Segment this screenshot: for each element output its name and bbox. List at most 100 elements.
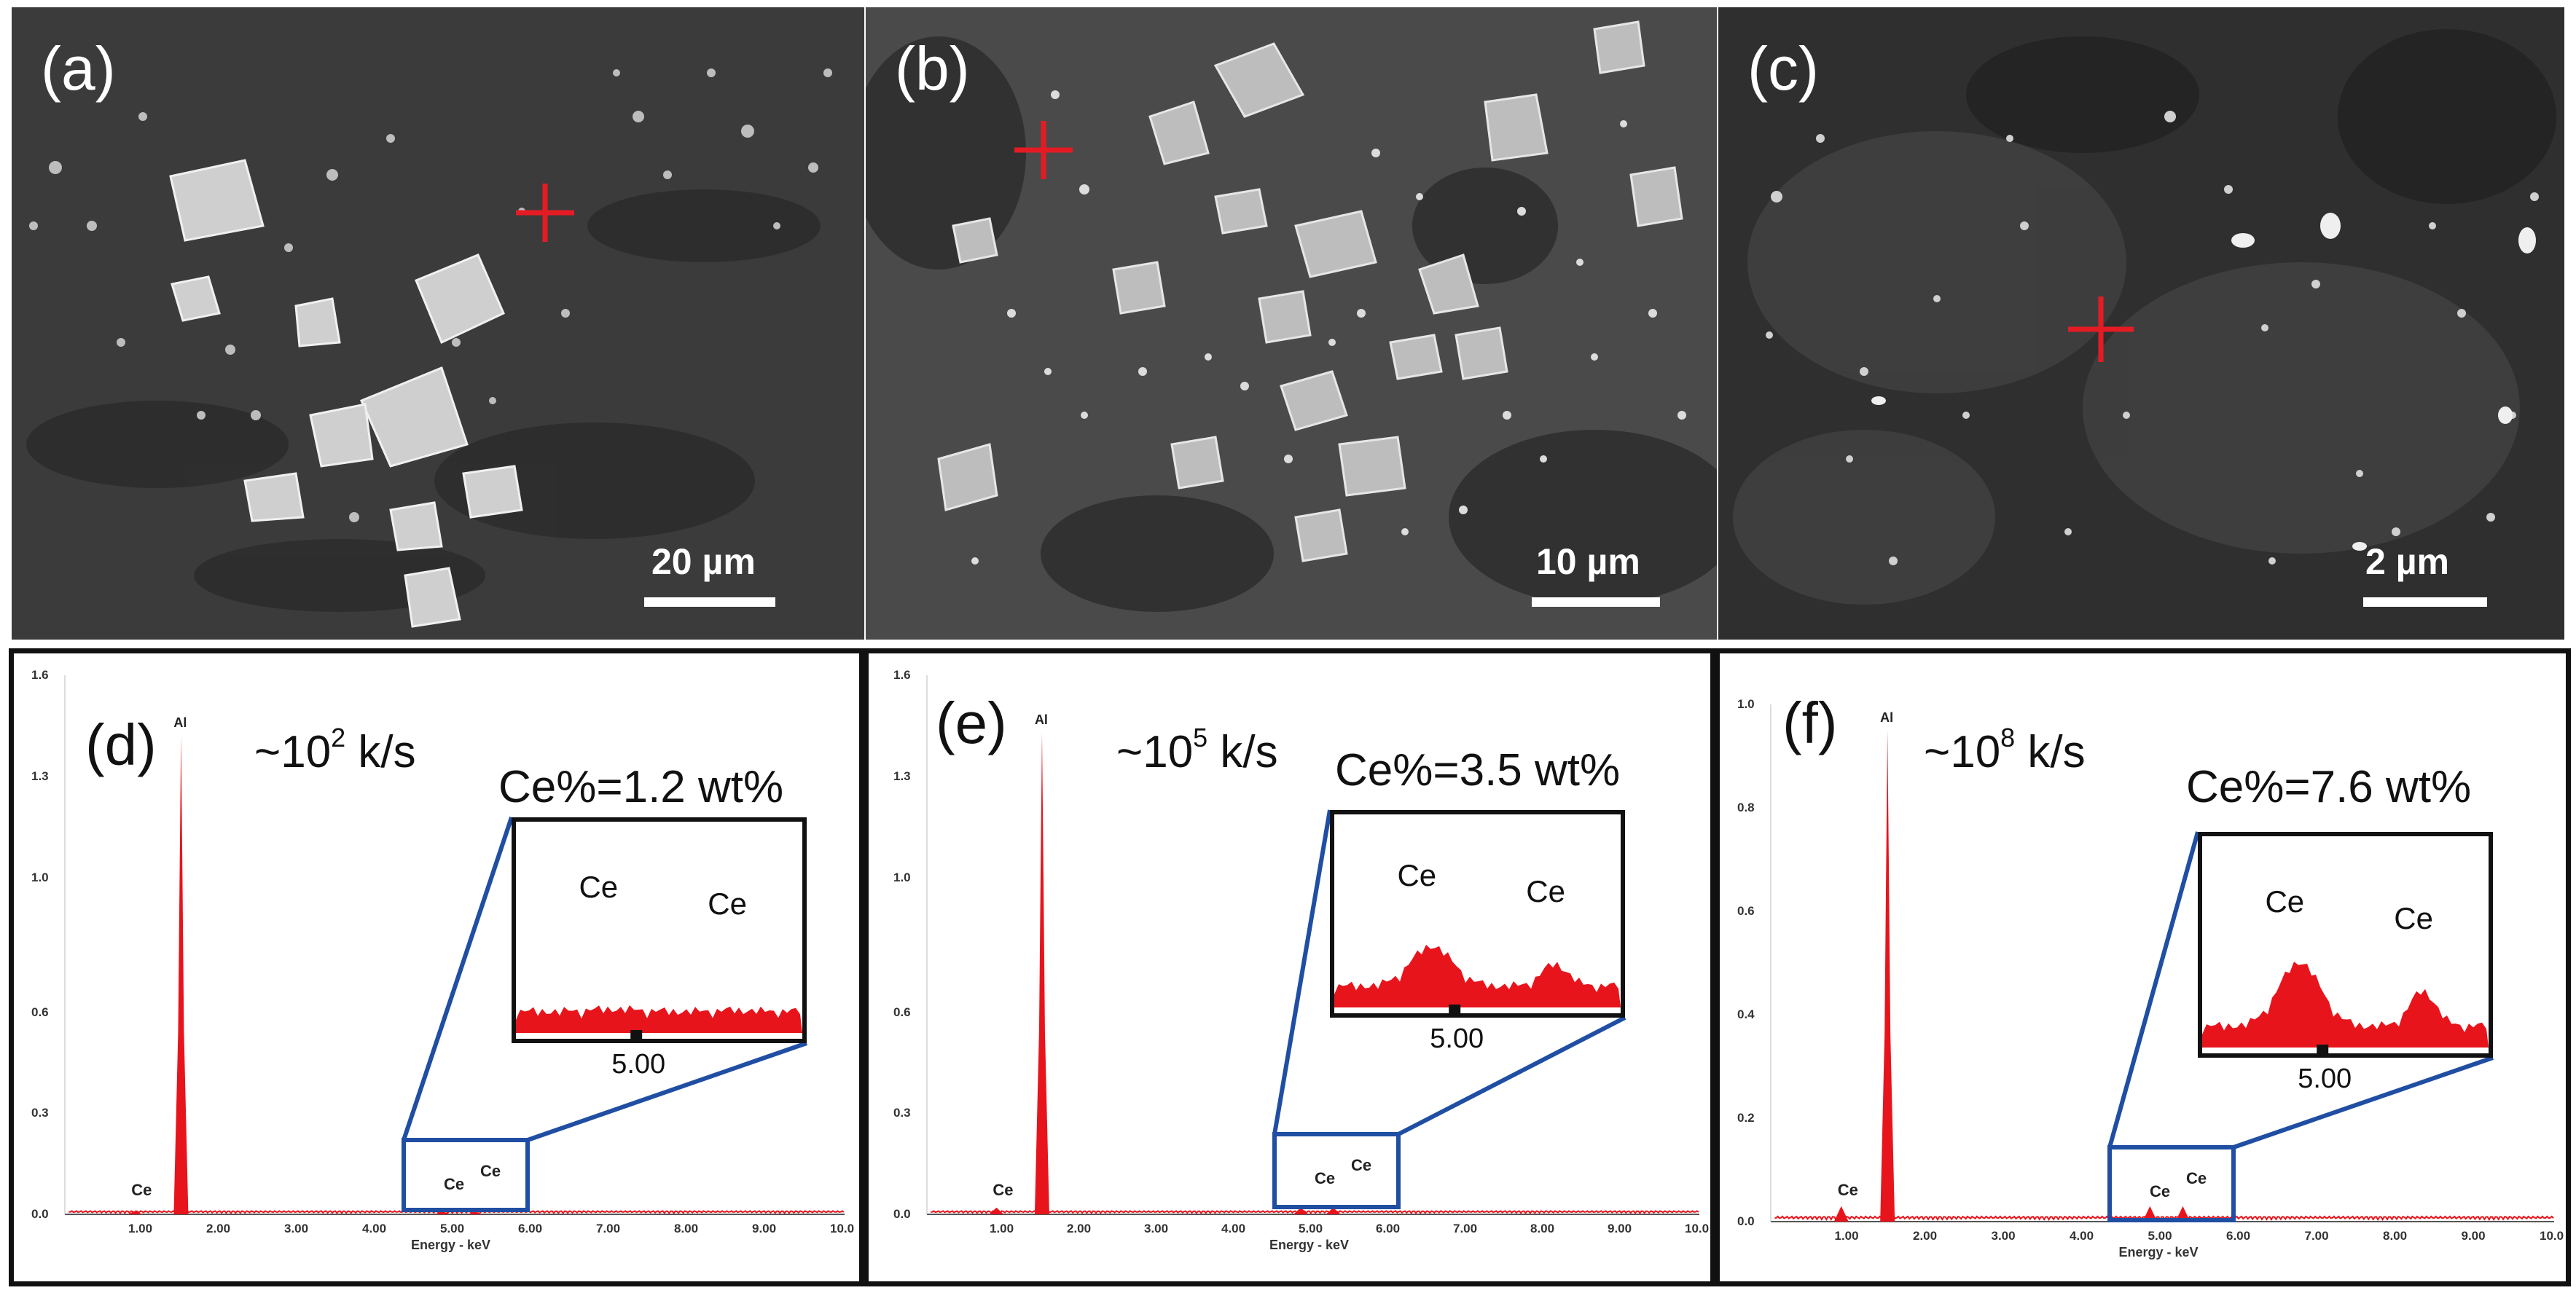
x-tick-label-d: 3.00 — [284, 1222, 309, 1235]
inset-tick-mark-e — [1449, 1005, 1461, 1013]
x-tick-label-f: 1.00 — [1834, 1229, 1859, 1243]
count-rate-unit-e: k/s — [1207, 727, 1278, 777]
al-peak-label-d: Al — [173, 715, 187, 731]
x-tick-label-e: 10.0 — [1685, 1222, 1710, 1235]
sem-image-c: (c) 2 µm — [1718, 7, 2564, 640]
inset-tick-label-d: 5.00 — [611, 1049, 666, 1080]
eds-plot-d — [64, 675, 845, 1215]
x-tick-label-f: 5.00 — [2148, 1229, 2172, 1243]
al-peak-label-f: Al — [1880, 710, 1894, 725]
x-tick-label-e: 4.00 — [1221, 1222, 1246, 1235]
inset-ce-label-right-e: Ce — [1526, 873, 1565, 908]
sem-micrograph-c — [1718, 7, 2564, 640]
count-rate-base-d: ~10 — [254, 727, 332, 777]
ce-peak-e — [1326, 1207, 1341, 1214]
ce-peak-label-f: Ce — [2186, 1169, 2207, 1187]
ce-peak-label-e: Ce — [993, 1180, 1014, 1199]
ce-peak-f — [2175, 1206, 2191, 1222]
x-tick-label-d: 9.00 — [752, 1222, 777, 1235]
scale-bar-label-c: 2 µm — [2365, 541, 2449, 582]
y-tick-label-d: 1.6 — [31, 668, 49, 682]
count-rate-f: ~108 k/s — [1924, 723, 2086, 778]
eds-plot-e — [926, 675, 1699, 1215]
inset-spectrum-d — [516, 1005, 802, 1033]
y-tick-label-e: 1.6 — [893, 668, 911, 682]
panel-label-a: (a) — [41, 34, 116, 103]
eds-label-d: (d) — [85, 712, 157, 777]
inset-spectrum-e — [1334, 944, 1621, 1007]
zoom-inset-d: Ce Ce — [512, 817, 807, 1043]
inset-ce-label-left-f: Ce — [2265, 884, 2305, 919]
x-axis-title-f: Energy - keV — [2118, 1245, 2199, 1259]
x-tick-label-d: 1.00 — [128, 1222, 153, 1235]
al-peak-e — [1034, 732, 1049, 1214]
ce-peak-label-f: Ce — [1837, 1180, 1858, 1199]
y-tick-label-d: 1.3 — [31, 769, 49, 783]
ce-peak-label-f: Ce — [2150, 1182, 2171, 1200]
x-tick-label-f: 8.00 — [2383, 1229, 2408, 1243]
inset-ce-label-right-f: Ce — [2394, 901, 2433, 936]
ce-peak-label-d: Ce — [131, 1180, 152, 1199]
zoom-inset-plot-d — [516, 1005, 802, 1039]
al-peak-f — [1880, 730, 1895, 1222]
eds-panel-f: (f) ~108 k/s Ce%=7.6 wt% 1.0 0.8 0.6 0.4 0.2… — [1715, 648, 2571, 1286]
count-rate-unit-d: k/s — [345, 727, 416, 777]
x-tick-label-f: 3.00 — [1991, 1229, 2016, 1243]
zoom-inset-f: Ce Ce — [2198, 832, 2493, 1058]
count-rate-base-f: ~10 — [1924, 727, 2001, 777]
panel-label-c: (c) — [1747, 34, 1819, 103]
y-tick-label-f: 0.8 — [1737, 801, 1755, 814]
y-tick-label-f: 1.0 — [1737, 697, 1755, 711]
x-tick-label-e: 5.00 — [1299, 1222, 1323, 1235]
ce-content-e: Ce%=3.5 wt% — [1335, 745, 1621, 795]
x-tick-label-d: 5.00 — [440, 1222, 465, 1235]
ce-peak-e — [989, 1207, 1004, 1214]
sem-micrograph-b — [866, 7, 1717, 640]
zoom-box-f — [2107, 1145, 2236, 1222]
x-tick-label-e: 7.00 — [1453, 1222, 1478, 1235]
y-tick-label-d: 0.3 — [31, 1106, 49, 1120]
sem-image-a: (a) 20 µm — [12, 7, 864, 640]
ce-content-d: Ce%=1.2 wt% — [498, 762, 784, 812]
x-tick-label-e: 8.00 — [1530, 1222, 1555, 1235]
ce-peak-d — [128, 1211, 143, 1214]
sem-micrograph-a — [12, 7, 864, 640]
x-tick-label-e: 9.00 — [1608, 1222, 1632, 1235]
scale-bar-c — [2363, 597, 2487, 607]
eds-label-e: (e) — [936, 691, 1007, 755]
eds-plot-f — [1770, 704, 2554, 1222]
inset-ce-label-right-d: Ce — [708, 887, 747, 921]
inset-tick-label-e: 5.00 — [1430, 1023, 1484, 1054]
inset-spectrum-f — [2202, 962, 2489, 1048]
callout-line-d — [527, 1041, 807, 1142]
zoom-box-e — [1272, 1132, 1401, 1209]
y-tick-label-f: 0.2 — [1737, 1111, 1755, 1125]
inset-tick-mark-d — [630, 1030, 643, 1039]
y-tick-label-e: 1.0 — [893, 870, 911, 884]
eds-panel-e: (e) ~105 k/s Ce%=3.5 wt% 1.6 1.3 1.0 0.6 0.3… — [864, 648, 1715, 1286]
x-tick-label-d: 7.00 — [596, 1222, 621, 1235]
ce-peak-label-e: Ce — [1315, 1169, 1336, 1187]
measurement-cross-b — [1014, 121, 1073, 179]
count-rate-unit-f: k/s — [2015, 727, 2086, 777]
scale-bar-a — [644, 597, 775, 607]
y-tick-label-e: 0.6 — [893, 1005, 911, 1019]
x-tick-label-f: 4.00 — [2070, 1229, 2094, 1243]
measurement-cross-c — [2068, 296, 2134, 362]
x-tick-label-f: 9.00 — [2461, 1229, 2486, 1243]
zoom-inset-plot-e — [1334, 944, 1621, 1013]
scale-bar-b — [1532, 597, 1660, 607]
eds-panel-d: (d) ~102 k/s Ce%=1.2 wt% 1.6 1.3 1.0 0.6 0.3… — [9, 648, 864, 1286]
inset-ce-label-left-e: Ce — [1397, 858, 1437, 893]
inset-tick-label-f: 5.00 — [2298, 1064, 2352, 1094]
measurement-cross-a — [516, 184, 574, 242]
ce-peak-f — [2142, 1206, 2158, 1222]
x-axis-title-e: Energy - keV — [1269, 1238, 1350, 1252]
count-rate-exp-f: 8 — [2000, 723, 2016, 752]
count-rate-exp-e: 5 — [1193, 723, 1208, 752]
y-tick-label-d: 1.0 — [31, 870, 49, 884]
callout-line-e — [1397, 1015, 1626, 1136]
scale-bar-label-b: 10 µm — [1536, 541, 1640, 582]
x-tick-label-d: 2.00 — [206, 1222, 231, 1235]
al-peak-label-e: Al — [1034, 712, 1048, 727]
